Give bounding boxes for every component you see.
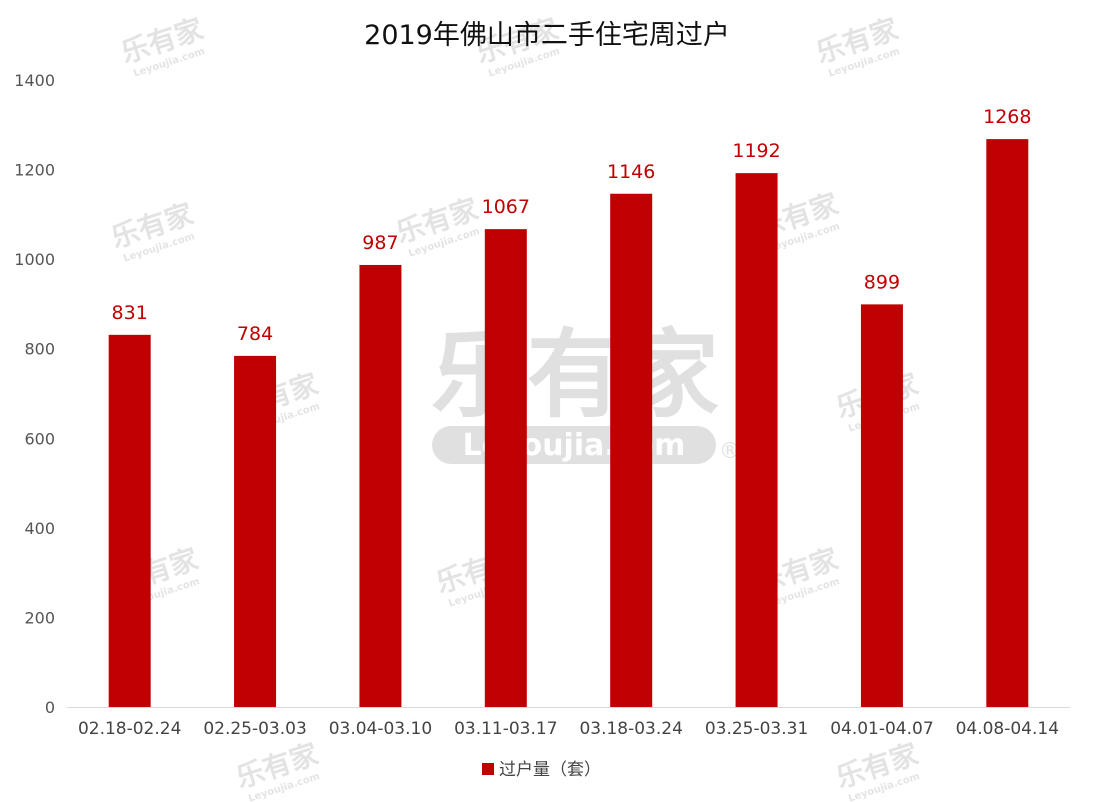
y-tick-label: 400: [24, 519, 55, 538]
data-label: 1067: [482, 196, 530, 218]
bar: [234, 355, 277, 707]
bar: [860, 304, 903, 707]
x-tick-label: 02.25-03.03: [203, 719, 306, 739]
bar: [108, 334, 151, 707]
bar: [610, 193, 653, 707]
y-tick-label: 200: [24, 608, 55, 627]
y-tick-label: 1200: [14, 161, 55, 180]
data-labels-group: 831 784 987 1067 1146 1192 899 1268: [112, 106, 1032, 345]
x-tick-label: 03.18-03.24: [579, 719, 682, 739]
chart-title: 2019年佛山市二手住宅周过户: [364, 20, 730, 51]
data-label: 831: [112, 302, 148, 324]
x-tick-label: 04.01-04.07: [830, 719, 933, 739]
data-label: 784: [237, 323, 273, 345]
x-tick-label: 03.11-03.17: [454, 719, 557, 739]
y-tick-label: 1400: [14, 71, 55, 90]
bars-group: [108, 139, 1029, 708]
legend-swatch: [482, 763, 494, 775]
legend-label: 过户量（套）: [499, 760, 601, 780]
data-label: 1146: [607, 161, 655, 183]
x-tick-label: 03.04-03.10: [329, 719, 432, 739]
x-axis: 02.18-02.24 02.25-03.03 03.04-03.10 03.11-0…: [78, 719, 1059, 739]
x-tick-label: 03.25-03.31: [705, 719, 808, 739]
y-axis: 0 200 400 600 800 1000 1200 1400: [14, 71, 55, 717]
y-tick-label: 1000: [14, 250, 55, 269]
data-label: 899: [864, 271, 900, 293]
bar: [986, 139, 1029, 708]
watermark-brand-text: 乐有家: [431, 319, 719, 431]
y-tick-label: 800: [24, 340, 55, 359]
data-label: 1268: [983, 106, 1031, 128]
data-label: 987: [362, 232, 398, 254]
x-tick-label: 02.18-02.24: [78, 719, 181, 739]
legend: 过户量（套）: [482, 760, 601, 780]
bar: [484, 229, 527, 708]
bar: [735, 173, 778, 707]
y-tick-label: 600: [24, 429, 55, 448]
x-tick-label: 04.08-04.14: [956, 719, 1059, 739]
y-tick-label: 0: [45, 698, 55, 717]
bar: [359, 264, 402, 707]
watermark-registered-mark: ®: [719, 439, 741, 464]
data-label: 1192: [732, 140, 780, 162]
